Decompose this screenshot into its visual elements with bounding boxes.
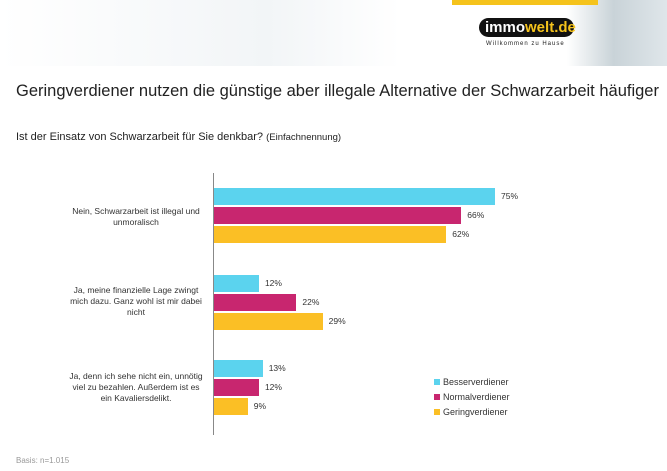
legend-swatch <box>434 394 440 400</box>
y-axis <box>213 173 214 435</box>
page-title: Geringverdiener nutzen die günstige aber… <box>16 82 659 100</box>
legend-label: Normalverdiener <box>443 392 510 402</box>
legend-item: Besserverdiener <box>434 377 509 387</box>
immowelt-logo: immowelt.de <box>479 18 576 37</box>
bar-geringverdiener <box>214 313 323 330</box>
data-label: 29% <box>328 316 346 326</box>
legend-label: Geringverdiener <box>443 407 508 417</box>
data-label: 12% <box>264 382 282 392</box>
bar-geringverdiener <box>214 226 447 243</box>
basis-note: Basis: n=1.015 <box>16 456 70 465</box>
header-accent-bar <box>452 0 598 5</box>
bar-normalverdiener <box>214 379 259 396</box>
legend-swatch <box>434 409 440 415</box>
data-label: 9% <box>253 401 267 411</box>
bar-normalverdiener <box>214 294 297 311</box>
category-label: Nein, Schwarzarbeit ist illegal und unmo… <box>72 206 200 227</box>
legend-item: Normalverdiener <box>434 392 510 402</box>
legend-swatch <box>434 379 440 385</box>
data-label: 22% <box>302 297 320 307</box>
question: Ist der Einsatz von Schwarzarbeit für Si… <box>16 131 342 143</box>
logo-tagline: Willkommen zu Hause <box>486 41 565 47</box>
data-label: 12% <box>264 278 282 288</box>
bar-geringverdiener <box>214 398 248 415</box>
bar-normalverdiener <box>214 207 462 224</box>
data-label: 66% <box>467 210 485 220</box>
bar-besserverdiener <box>214 188 495 205</box>
data-label: 62% <box>452 229 470 239</box>
legend-item: Geringverdiener <box>434 407 508 417</box>
legend-label: Besserverdiener <box>443 377 509 387</box>
data-label: 75% <box>501 191 519 201</box>
bar-besserverdiener <box>214 360 263 377</box>
category-label: Ja, meine finanzielle Lage zwingt mich d… <box>70 285 202 317</box>
bar-besserverdiener <box>214 275 259 292</box>
category-label: Ja, denn ich sehe nicht ein, unnötig vie… <box>69 371 203 403</box>
data-label: 13% <box>268 363 286 373</box>
